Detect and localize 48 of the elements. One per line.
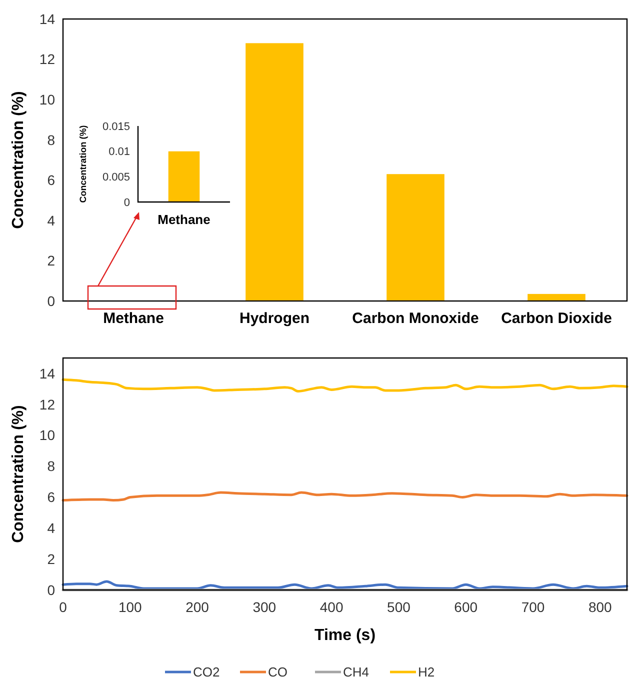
legend-label: H2 bbox=[418, 664, 435, 680]
y-tick-label: 0.005 bbox=[102, 172, 130, 184]
line-series bbox=[62, 378, 628, 393]
y-tick-label: 12 bbox=[39, 51, 56, 68]
y-tick-label: 6 bbox=[47, 489, 56, 506]
y-tick-label: 0 bbox=[47, 292, 56, 309]
y-tick-label: 14 bbox=[39, 10, 56, 27]
x-tick-label: Carbon Dioxide bbox=[501, 310, 612, 327]
y-tick-label: 10 bbox=[39, 427, 56, 444]
bar bbox=[386, 174, 444, 301]
y-tick-label: 8 bbox=[47, 458, 56, 474]
y-tick-label: 0 bbox=[47, 582, 56, 598]
y-axis-title: Concentration (%) bbox=[78, 125, 88, 203]
y-tick-label: 8 bbox=[47, 132, 56, 148]
x-tick-label: 0 bbox=[59, 599, 68, 615]
y-tick-label: 12 bbox=[39, 396, 56, 412]
x-tick-label: 800 bbox=[588, 599, 612, 615]
x-tick-label: 200 bbox=[186, 599, 210, 615]
bar bbox=[528, 294, 586, 301]
x-tick-label: 400 bbox=[320, 599, 344, 615]
bar bbox=[246, 43, 304, 301]
y-tick-label: 10 bbox=[39, 91, 56, 108]
x-tick-label: Carbon Monoxide bbox=[352, 310, 479, 327]
line-series bbox=[62, 580, 628, 590]
y-tick-label: 2 bbox=[47, 550, 56, 567]
line-series bbox=[62, 491, 628, 502]
legend-label: CO2 bbox=[193, 664, 220, 680]
y-tick-label: 4 bbox=[47, 212, 56, 228]
x-tick-label: 700 bbox=[521, 599, 545, 615]
y-tick-label: 0.01 bbox=[108, 146, 130, 158]
x-tick-label: 600 bbox=[454, 599, 478, 615]
y-tick-label: 4 bbox=[47, 520, 56, 536]
y-tick-label: 14 bbox=[39, 365, 56, 382]
x-tick-label: Methane bbox=[158, 212, 210, 227]
x-tick-label: 100 bbox=[118, 599, 142, 615]
y-tick-label: 0 bbox=[124, 196, 130, 209]
legend-label: CH4 bbox=[343, 664, 370, 680]
x-axis-title: Time (s) bbox=[314, 627, 376, 644]
y-axis-title: Concentration (%) bbox=[10, 91, 27, 229]
y-tick-label: 2 bbox=[47, 252, 56, 269]
x-tick-label: Hydrogen bbox=[239, 310, 310, 327]
x-tick-label: 500 bbox=[387, 599, 411, 615]
x-tick-label: Methane bbox=[103, 310, 164, 327]
y-axis-title: Concentration (%) bbox=[10, 405, 27, 543]
legend-label: CO bbox=[268, 664, 288, 680]
y-tick-label: 0.015 bbox=[102, 120, 130, 133]
y-tick-label: 6 bbox=[47, 172, 56, 188]
x-tick-label: 300 bbox=[252, 599, 276, 615]
